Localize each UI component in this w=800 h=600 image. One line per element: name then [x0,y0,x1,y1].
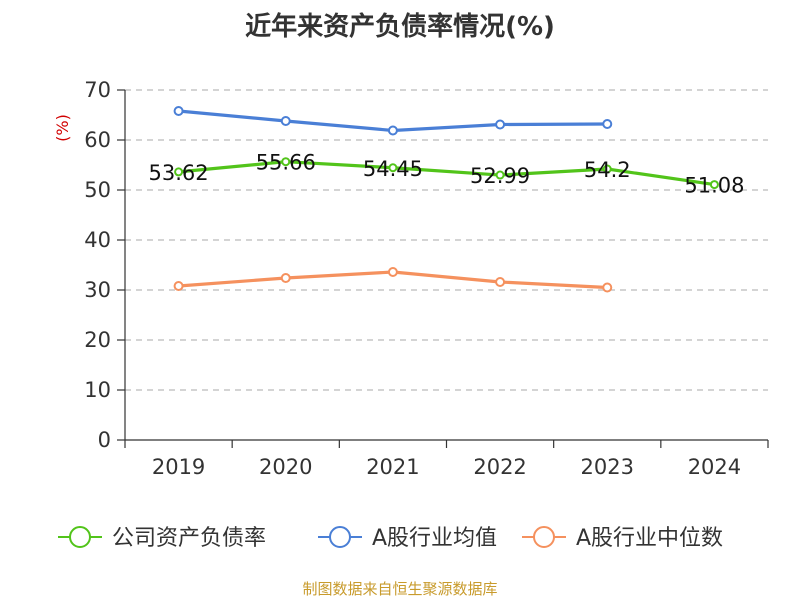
data-label: 52.99 [470,164,530,188]
y-tick-label: 50 [84,178,111,202]
chart-title: 近年来资产负债率情况(%) [245,12,555,42]
data-point [173,106,184,116]
y-tick-label: 40 [84,228,111,252]
data-label: 51.08 [684,174,744,198]
data-point [602,282,613,293]
data-point [602,119,613,129]
data-point [495,119,506,130]
y-tick-label: 10 [84,378,111,402]
series-1 [174,157,719,190]
y-axis-title: (%) [53,114,72,142]
grid-layer [125,89,768,391]
y-tick-label: 70 [84,78,111,102]
legend-marker [69,526,91,548]
x-tick-label: 2021 [366,455,419,479]
data-label: 54.2 [584,158,631,182]
legend-item-3: A股行业中位数 [522,526,723,551]
data-point [387,267,398,277]
y-tick-label: 60 [84,128,111,152]
data-point [495,170,505,180]
x-tick-label: 2020 [259,455,312,479]
data-point [709,180,719,190]
legend-item-1: 公司资产负债率 [58,526,266,551]
x-tick-label: 2019 [152,455,205,479]
legend-item-2: A股行业均值 [318,526,497,551]
series-2 [173,106,613,136]
legend-label: A股行业均值 [372,526,497,551]
data-label-layer: 53.62 55.66 54.45 52.99 54.2 51.08 [149,151,745,198]
data-point [280,273,291,283]
x-tick-label: 2024 [688,455,741,479]
series-layer [173,106,719,293]
data-point [602,164,612,174]
series-line [178,160,715,187]
data-point [387,125,398,136]
data-point [281,157,291,167]
data-point [495,277,506,287]
x-tick-label: 2022 [473,455,526,479]
legend-marker [533,526,555,548]
data-point [173,281,184,291]
x-tick-label: 2023 [581,455,634,479]
legend-marker [329,526,351,548]
y-tick-label: 30 [84,278,111,302]
axis-layer: 0 10 20 30 40 50 60 70 (%) 2019 2020 2021 2022 2023 20… [53,78,769,479]
series-3 [173,267,613,293]
data-label: 55.66 [256,151,316,175]
data-point [174,167,184,177]
data-label: 53.62 [149,161,209,185]
legend-label: A股行业中位数 [576,526,723,551]
legend-label: 公司资产负债率 [112,526,266,551]
data-label: 54.45 [363,157,423,181]
data-point [280,116,291,126]
data-point [388,163,398,173]
y-tick-label: 20 [84,328,111,352]
legend: 公司资产负债率 A股行业均值 A股行业中位数 [58,526,723,551]
source-footer: 制图数据来自恒生聚源数据库 [302,580,498,598]
y-tick-label: 0 [98,428,111,452]
